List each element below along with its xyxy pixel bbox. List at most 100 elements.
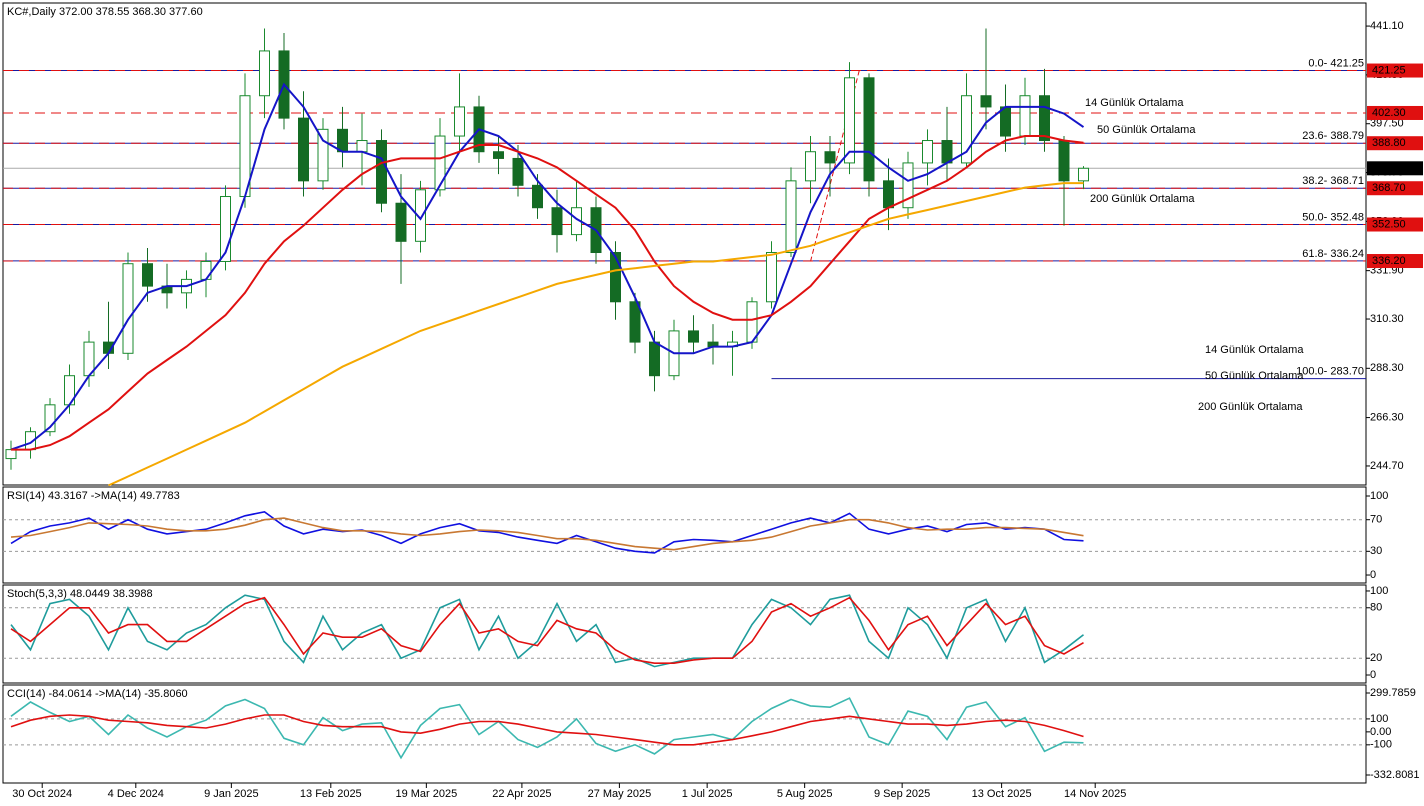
candle-body: [1058, 140, 1070, 182]
ma-legend: 200 Günlük Ortalama: [1198, 401, 1303, 413]
candle-body: [649, 341, 660, 377]
x-tick-label: 22 Apr 2025: [492, 788, 551, 800]
panel-frame: [2, 2, 1367, 486]
fib-label: 0.0- 421.25: [1308, 57, 1364, 69]
candle-body: [5, 449, 17, 460]
series-line: [10, 82, 1085, 451]
y-tick-label: 100: [1370, 585, 1388, 597]
candle-body: [980, 95, 992, 108]
candle-body: [610, 252, 621, 303]
candle-body: [434, 135, 446, 191]
candle-body: [805, 151, 816, 182]
candle-body: [688, 330, 699, 343]
price-tag: [1367, 217, 1423, 232]
ma-annotation: 50 Günlük Ortalama: [1097, 124, 1196, 136]
candle-body: [356, 140, 368, 153]
candle-body: [259, 50, 270, 97]
candle-body: [337, 128, 348, 153]
series-line: [10, 594, 1084, 668]
y-tick-label: 70: [1370, 514, 1382, 526]
y-tick-label: 30: [1370, 545, 1382, 557]
x-tick-label: 13 Oct 2025: [972, 788, 1032, 800]
candle-body: [1000, 106, 1011, 137]
candle-body: [44, 404, 56, 433]
fib-label: 100.0- 283.70: [1296, 366, 1364, 378]
fib-label: 38.2- 368.71: [1302, 175, 1364, 187]
candle-body: [1078, 167, 1089, 182]
panel-frame: [2, 486, 1367, 584]
candle-body: [493, 151, 504, 159]
series-line: [10, 517, 1084, 551]
price-tag-label: 352.50: [1372, 218, 1406, 230]
candle-body: [883, 180, 894, 209]
series-line: [10, 596, 1084, 664]
price-tag-label: 421.25: [1372, 64, 1406, 76]
price-tag-label: 377.60: [1372, 162, 1406, 174]
fib-label: 23.6- 388.79: [1302, 130, 1364, 142]
price-tag: [1367, 254, 1423, 269]
y-tick-label: 20: [1370, 652, 1382, 664]
candle-body: [922, 140, 933, 164]
price-tag-label: 336.20: [1372, 255, 1406, 267]
y-tick-label: 100: [1370, 490, 1388, 502]
y-tick-label: -100: [1370, 739, 1392, 751]
candle-body: [844, 77, 855, 164]
candle-body: [961, 95, 972, 164]
candle-body: [200, 260, 212, 280]
series-line: [10, 697, 1084, 760]
y-tick-label: 299.7859: [1370, 687, 1416, 699]
price-tag: [1367, 105, 1423, 120]
panel-title: RSI(14) 43.3167 ->MA(14) 49.7783: [7, 490, 180, 502]
y-tick-label: 0.00: [1370, 726, 1391, 738]
x-tick-label: 27 May 2025: [588, 788, 652, 800]
x-tick-label: 1 Jul 2025: [682, 788, 733, 800]
candle-body: [785, 180, 797, 254]
price-tag-label: 368.70: [1372, 182, 1406, 194]
price-tag-label: 388.80: [1372, 137, 1406, 149]
x-tick-label: 4 Dec 2024: [108, 788, 164, 800]
candle-body: [1019, 95, 1031, 137]
candle-body: [863, 77, 875, 182]
x-tick-label: 9 Sep 2025: [874, 788, 930, 800]
fib-label: 61.8- 336.24: [1302, 248, 1364, 260]
panel-frame: [2, 584, 1367, 684]
panel-frame: [2, 684, 1367, 784]
series-line: [10, 714, 1084, 746]
ma-annotation: 200 Günlük Ortalama: [1090, 193, 1195, 205]
y-tick-label: 244.70: [1370, 460, 1404, 472]
x-tick-label: 13 Feb 2025: [300, 788, 362, 800]
candle-body: [122, 263, 134, 354]
price-tag: [1367, 136, 1423, 151]
candle-body: [941, 140, 953, 164]
series-line: [11, 135, 1084, 451]
y-tick-label: 0: [1370, 569, 1376, 581]
panel-title: Stoch(5,3,3) 48.0449 38.3988: [7, 588, 153, 600]
y-tick-label: 441.10: [1370, 20, 1404, 32]
x-tick-label: 19 Mar 2025: [395, 788, 457, 800]
x-tick-label: 5 Aug 2025: [777, 788, 833, 800]
candle-body: [766, 252, 777, 303]
candle-body: [902, 162, 914, 209]
candle-body: [142, 263, 153, 287]
candle-body: [551, 207, 563, 236]
y-tick-label: 266.30: [1370, 411, 1404, 423]
candle-body: [376, 140, 387, 204]
candle-body: [532, 184, 543, 209]
candle-body: [317, 128, 329, 182]
candle-body: [298, 117, 309, 182]
y-tick-label: 80: [1370, 602, 1382, 614]
x-tick-label: 9 Jan 2025: [204, 788, 258, 800]
ma-legend: 14 Günlük Ortalama: [1205, 344, 1304, 356]
x-tick-label: 30 Oct 2024: [12, 788, 72, 800]
fib-label: 50.0- 352.48: [1302, 211, 1364, 223]
y-tick-label: -332.8081: [1370, 769, 1420, 781]
x-tick-label: 14 Nov 2025: [1064, 788, 1126, 800]
y-tick-label: 100: [1370, 713, 1388, 725]
price-tag: [1367, 161, 1423, 176]
ma-legend: 50 Günlük Ortalama: [1205, 370, 1304, 382]
price-tag: [1367, 181, 1423, 196]
candle-body: [220, 196, 231, 262]
candle-body: [629, 301, 641, 343]
panel-title: CCI(14) -84.0614 ->MA(14) -35.8060: [7, 688, 188, 700]
